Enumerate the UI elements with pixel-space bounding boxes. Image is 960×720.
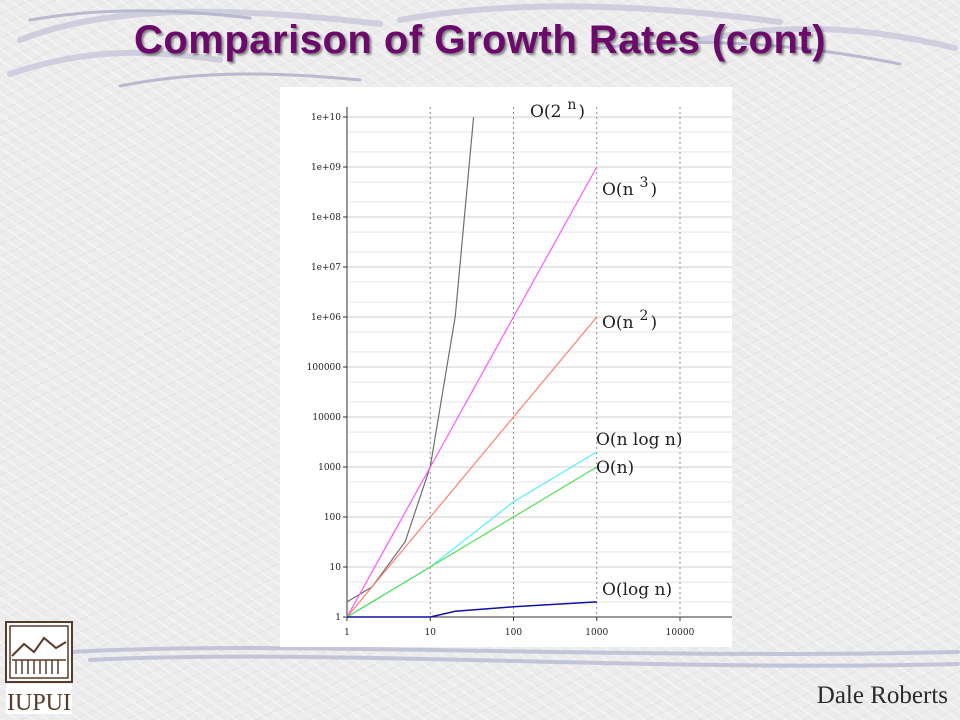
y-tick-label: 1e+07 <box>311 263 341 273</box>
series-label: O(n 3) <box>602 175 657 200</box>
series-label: O(n) <box>596 458 634 478</box>
series-label: O(n log n) <box>596 430 682 450</box>
y-tick-label: 10 <box>330 563 342 573</box>
y-tick-label: 1 <box>335 613 341 623</box>
series-line <box>347 601 597 618</box>
series-label: O(log n) <box>602 580 672 600</box>
x-tick-label: 10 <box>425 628 437 638</box>
x-tick-label: 10000 <box>666 628 695 638</box>
series-line <box>346 116 475 603</box>
series-line <box>346 466 598 618</box>
iupui-logo: IUPUI <box>5 621 73 716</box>
y-tick-label: 1e+09 <box>311 163 341 173</box>
series-label: O(n 2) <box>602 308 657 333</box>
y-tick-label: 1e+06 <box>311 313 341 323</box>
y-tick-label: 100000 <box>307 363 342 373</box>
series-line <box>346 451 598 618</box>
x-tick-label: 1 <box>344 628 350 638</box>
y-tick-label: 10000 <box>312 413 341 423</box>
growth-rate-chart: 1 10 100 1000 10000 100000 1e+06 1e+07 1e+08 1e+0… <box>307 97 732 638</box>
x-tick-label: 1000 <box>585 628 608 638</box>
y-tick-label: 1000 <box>318 463 341 473</box>
series-label: O(2 n) <box>530 97 585 122</box>
series-line <box>346 316 598 618</box>
chart-panel: 1 10 100 1000 10000 100000 1e+06 1e+07 1e+08 1e+0… <box>280 87 732 647</box>
author-name: Dale Roberts <box>816 682 948 709</box>
logo-text: IUPUI <box>7 690 71 716</box>
y-tick-label: 1e+10 <box>311 113 341 123</box>
series-line <box>346 166 598 618</box>
y-tick-label: 1e+08 <box>311 213 341 223</box>
slide-title: Comparison of Growth Rates (cont) <box>133 18 827 62</box>
y-tick-label: 100 <box>324 513 341 523</box>
x-tick-label: 100 <box>505 628 522 638</box>
